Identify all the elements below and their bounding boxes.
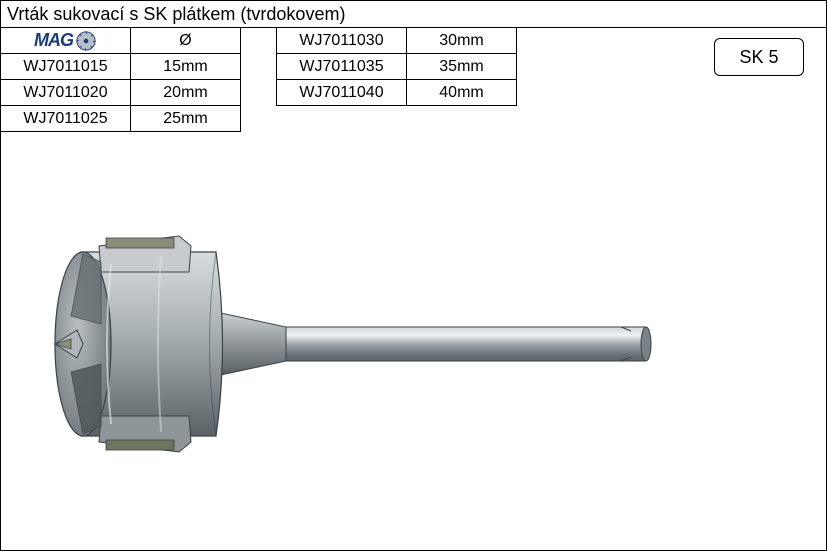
code-cell: WJ7011035 — [277, 54, 407, 80]
tool-illustration — [1, 136, 827, 551]
page-container: Vrták sukovací s SK plátkem (tvrdokovem)… — [0, 0, 827, 551]
neck — [216, 312, 286, 376]
brand-logo: MAG — [1, 28, 130, 53]
code-cell: WJ7011020 — [1, 80, 131, 106]
table-header-row: MAG Ø — [1, 28, 241, 54]
spec-table-left: MAG Ø WJ7011015 15mm WJ7011020 20mm — [0, 27, 241, 132]
size-cell: 40mm — [407, 80, 517, 106]
carbide-top — [106, 238, 174, 248]
code-cell: WJ7011040 — [277, 80, 407, 106]
table-row: WJ7011020 20mm — [1, 80, 241, 106]
sk-badge: SK 5 — [714, 38, 804, 76]
table-row: WJ7011035 35mm — [277, 54, 517, 80]
forstner-bit-svg — [11, 194, 671, 494]
spec-table-right: WJ7011030 30mm WJ7011035 35mm WJ7011040 … — [276, 27, 517, 106]
table-row: WJ7011015 15mm — [1, 54, 241, 80]
code-cell: WJ7011025 — [1, 106, 131, 132]
size-cell: 30mm — [407, 28, 517, 54]
logo-cell: MAG — [1, 28, 131, 54]
size-cell: 35mm — [407, 54, 517, 80]
code-cell: WJ7011015 — [1, 54, 131, 80]
code-cell: WJ7011030 — [277, 28, 407, 54]
diameter-header: Ø — [131, 28, 241, 54]
saw-blade-icon — [75, 30, 97, 52]
size-cell: 20mm — [131, 80, 241, 106]
page-title: Vrták sukovací s SK plátkem (tvrdokovem) — [1, 1, 826, 28]
table-row: WJ7011040 40mm — [277, 80, 517, 106]
tables-area: MAG Ø WJ7011015 15mm WJ7011020 20mm — [1, 28, 826, 136]
title-text: Vrták sukovací s SK plátkem (tvrdokovem) — [7, 4, 345, 25]
table-row: WJ7011030 30mm — [277, 28, 517, 54]
size-cell: 25mm — [131, 106, 241, 132]
sk-label: SK 5 — [739, 47, 778, 68]
shank-end — [641, 327, 651, 361]
logo-text: MAG — [34, 30, 73, 51]
shank — [286, 327, 646, 361]
table-row: WJ7011025 25mm — [1, 106, 241, 132]
size-cell: 15mm — [131, 54, 241, 80]
carbide-bottom — [106, 440, 174, 450]
